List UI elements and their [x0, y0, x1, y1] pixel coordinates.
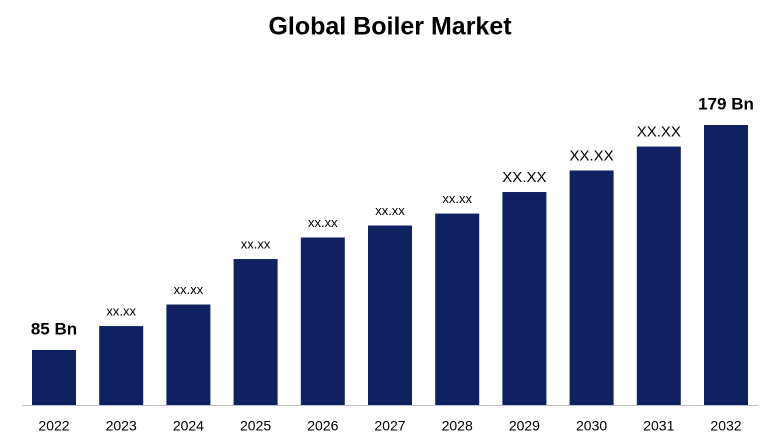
x-tick-label: 2023	[106, 418, 137, 434]
x-tick-label: 2030	[576, 418, 607, 434]
value-label: xx.xx	[308, 215, 338, 230]
bar	[636, 146, 681, 406]
bar	[502, 192, 547, 405]
x-tick-label: 2025	[240, 418, 271, 434]
x-tick-label: 2032	[710, 418, 741, 434]
bar	[166, 304, 211, 405]
x-tick-label: 2029	[509, 418, 540, 434]
value-label: xx.xx	[442, 191, 472, 206]
x-tick-label: 2024	[173, 418, 204, 434]
bar	[435, 213, 480, 405]
value-label: xx.xx	[375, 203, 405, 218]
x-tick-label: 2026	[307, 418, 338, 434]
bar	[569, 170, 614, 405]
bar	[233, 259, 278, 405]
value-label: xx.xx	[106, 304, 136, 319]
bar	[368, 225, 412, 405]
value-label: XX.XX	[502, 169, 546, 186]
value-label: 179 Bn	[698, 94, 754, 113]
bar	[32, 350, 76, 405]
value-label: XX.XX	[570, 147, 614, 164]
value-label: 85 Bn	[31, 319, 77, 338]
x-tick-label: 2027	[374, 418, 405, 434]
value-label: XX.XX	[637, 124, 681, 141]
bar	[704, 125, 748, 405]
x-tick-label: 2022	[38, 418, 69, 434]
value-label: xx.xx	[241, 236, 271, 251]
bar	[300, 237, 345, 405]
x-tick-label: 2028	[442, 418, 473, 434]
chart-title: Global Boiler Market	[268, 13, 512, 41]
value-label: xx.xx	[174, 282, 204, 297]
bar	[99, 326, 144, 405]
x-tick-label: 2031	[643, 418, 674, 434]
